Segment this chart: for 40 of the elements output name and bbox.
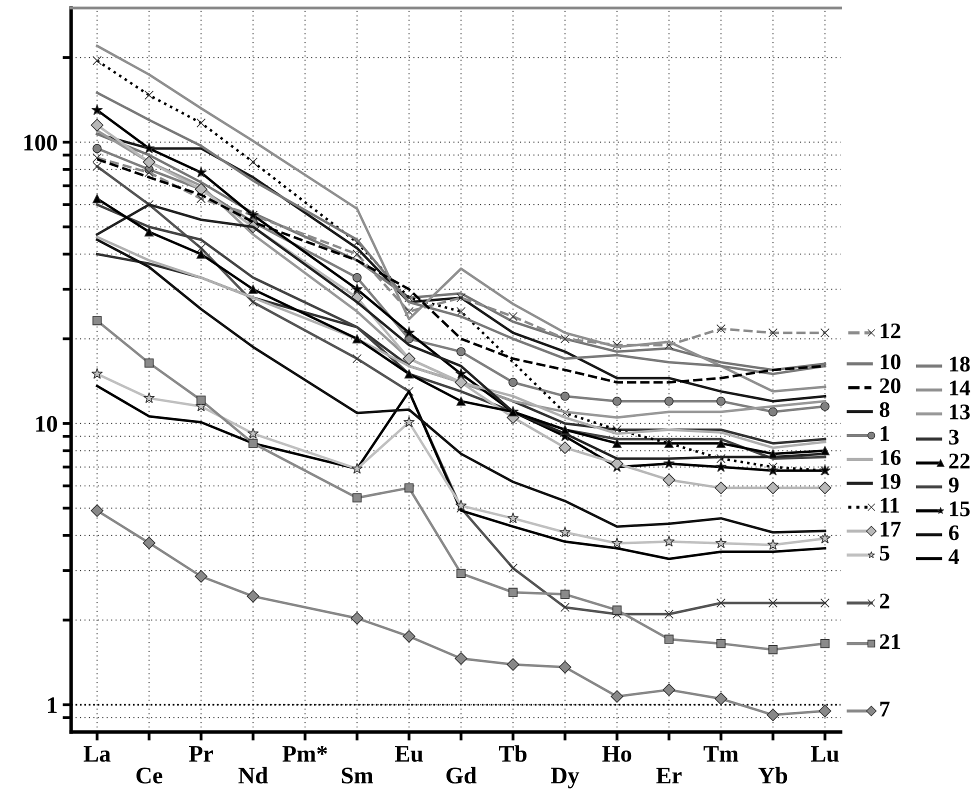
legend-label: 4 bbox=[948, 549, 959, 564]
legend-label: 1 bbox=[880, 426, 889, 441]
legend-label: 16 bbox=[880, 450, 901, 465]
legend-label: 3 bbox=[949, 430, 959, 445]
legend-label: 10 bbox=[880, 354, 900, 370]
legend-label: 9 bbox=[948, 478, 959, 492]
legend-label: 19 bbox=[880, 474, 900, 489]
legend-label: 15 bbox=[950, 501, 970, 516]
x-tick-label: Gd bbox=[446, 766, 477, 784]
y-tick-label: 100 bbox=[24, 134, 58, 151]
x-tick-label: Dy bbox=[551, 768, 580, 788]
legend-label: 11 bbox=[880, 498, 899, 513]
legend-label: 17 bbox=[880, 522, 901, 536]
legend-label: 12 bbox=[880, 323, 900, 338]
legend-label: 14 bbox=[950, 380, 970, 396]
x-tick-label: Ho bbox=[602, 746, 632, 762]
legend-label: 6 bbox=[949, 525, 959, 540]
legend-label: 20 bbox=[880, 378, 900, 394]
x-tick-label: Lu bbox=[810, 746, 839, 762]
legend-label: 22 bbox=[949, 454, 970, 468]
x-tick-label: Eu bbox=[395, 746, 423, 762]
x-tick-label: Sm bbox=[342, 768, 374, 784]
x-tick-label: Yb bbox=[758, 766, 788, 784]
legend-label: 2 bbox=[880, 594, 890, 608]
x-tick-label: La bbox=[84, 746, 111, 762]
legend-label: 7 bbox=[880, 702, 890, 716]
x-tick-label: Pm* bbox=[282, 746, 328, 762]
x-tick-label: Er bbox=[656, 768, 682, 784]
y-tick-label: 10 bbox=[36, 416, 58, 432]
y-tick-label: 1 bbox=[48, 697, 57, 713]
legend-label: 21 bbox=[880, 634, 900, 649]
x-tick-label: Ce bbox=[136, 768, 162, 784]
x-tick-label: Nd bbox=[238, 766, 268, 784]
x-tick-label: Tm bbox=[704, 746, 738, 762]
x-tick-label: Pr bbox=[189, 746, 214, 762]
legend-label: 5 bbox=[880, 546, 890, 561]
legend-label: 13 bbox=[950, 404, 970, 420]
x-tick-label: Tb bbox=[498, 745, 527, 762]
legend-label: 8 bbox=[880, 402, 890, 418]
legend-label: 18 bbox=[950, 356, 970, 372]
